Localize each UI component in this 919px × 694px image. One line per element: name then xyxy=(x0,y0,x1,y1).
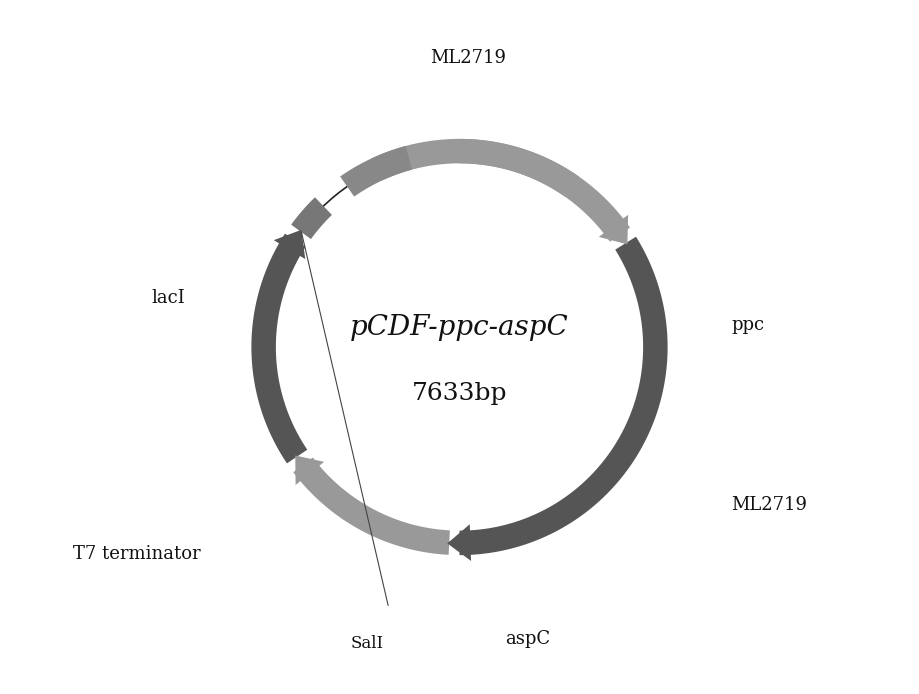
Polygon shape xyxy=(371,139,630,242)
Polygon shape xyxy=(291,197,332,239)
Polygon shape xyxy=(295,455,324,485)
Text: pCDF-ppc-aspC: pCDF-ppc-aspC xyxy=(350,314,569,341)
Polygon shape xyxy=(252,234,307,464)
Text: T7 terminator: T7 terminator xyxy=(74,545,201,563)
Polygon shape xyxy=(599,215,629,244)
Text: ML2719: ML2719 xyxy=(732,496,808,514)
Polygon shape xyxy=(460,237,667,555)
Polygon shape xyxy=(460,139,579,196)
Text: aspC: aspC xyxy=(505,630,550,648)
Text: SalI: SalI xyxy=(350,636,383,652)
Text: ppc: ppc xyxy=(732,316,765,335)
Polygon shape xyxy=(293,457,450,555)
Text: ML2719: ML2719 xyxy=(430,49,505,67)
Polygon shape xyxy=(340,146,412,196)
Polygon shape xyxy=(448,524,471,561)
Text: lacI: lacI xyxy=(151,289,185,307)
Polygon shape xyxy=(274,230,305,259)
Text: 7633bp: 7633bp xyxy=(412,382,507,405)
